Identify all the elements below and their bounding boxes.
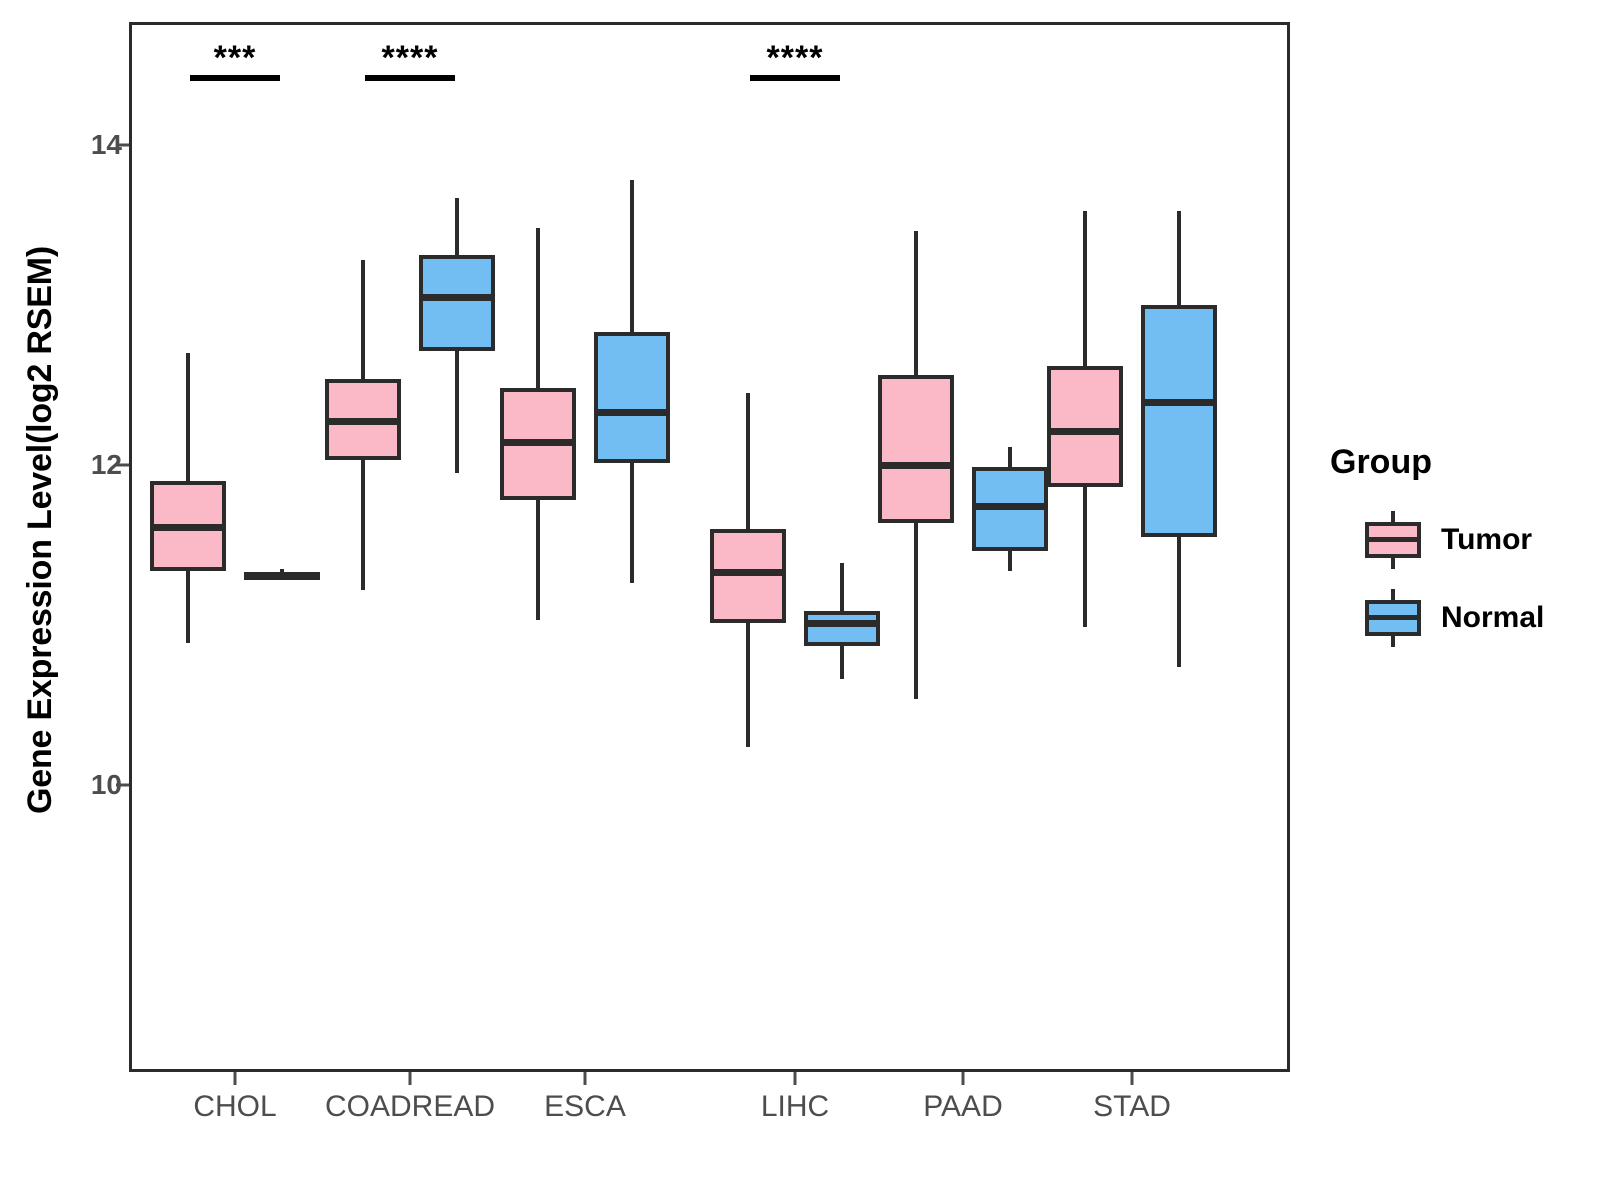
boxplot-median-line: [500, 439, 576, 447]
boxplot-box: [419, 255, 495, 352]
boxplot-box: [878, 375, 954, 523]
x-axis-tick-label: CHOL: [193, 1090, 277, 1123]
y-axis-tick-mark: [116, 463, 129, 467]
x-axis-tick-mark: [1130, 1072, 1134, 1085]
y-axis-tick-label: 10: [90, 769, 122, 800]
boxplot-median-line: [419, 293, 495, 301]
x-axis-tick-label: LIHC: [760, 1090, 830, 1123]
boxplot-median-line: [1141, 399, 1217, 407]
boxplot-median-line: [325, 418, 401, 426]
y-axis-tick-label: 14: [90, 129, 122, 160]
plot-panel: [129, 22, 1290, 1072]
boxplot-median-line: [972, 503, 1048, 511]
legend-key-whisker: [1391, 557, 1395, 569]
boxplot-box: [1141, 305, 1217, 537]
significance-bracket: [365, 74, 455, 81]
legend-key-median-line: [1365, 537, 1421, 542]
boxplot-box: [1047, 365, 1123, 488]
y-axis-title: Gene Expression Level(log2 RSEM): [20, 246, 59, 814]
boxplot-median-line: [710, 568, 786, 576]
y-axis-tick-mark: [116, 783, 129, 787]
x-axis-tick-mark: [583, 1072, 587, 1085]
y-axis-tick-mark: [116, 143, 129, 147]
x-axis-tick-mark: [793, 1072, 797, 1085]
x-axis-tick-label: ESCA: [544, 1090, 626, 1123]
boxplot-median-line: [804, 619, 880, 627]
significance-bracket: [750, 74, 840, 81]
legend-key-whisker: [1391, 511, 1395, 523]
legend-label-normal: Normal: [1441, 601, 1545, 634]
significance-label: ****: [766, 38, 824, 77]
legend-key-whisker: [1391, 635, 1395, 647]
x-axis-tick-mark: [408, 1072, 412, 1085]
boxplot-median-line: [594, 408, 670, 416]
legend-label-tumor: Tumor: [1441, 523, 1533, 556]
x-axis-tick-label: STAD: [1093, 1090, 1171, 1123]
x-axis-tick-label: PAAD: [923, 1090, 1003, 1123]
y-axis-tick-label: 12: [90, 449, 122, 480]
significance-label: ***: [213, 38, 257, 77]
significance-bracket: [190, 74, 280, 81]
significance-label: ****: [381, 38, 439, 77]
boxplot-box: [710, 529, 786, 624]
legend-title: Group: [1330, 443, 1432, 481]
boxplot-median-line: [244, 571, 320, 579]
x-axis-tick-mark: [961, 1072, 965, 1085]
x-axis-tick-label: COADREAD: [324, 1090, 496, 1123]
legend-key-median-line: [1365, 615, 1421, 620]
legend-key-whisker: [1391, 589, 1395, 601]
boxplot-median-line: [150, 523, 226, 531]
boxplot-box: [804, 610, 880, 646]
x-axis-tick-mark: [233, 1072, 237, 1085]
boxplot-median-line: [878, 461, 954, 469]
boxplot-box: [594, 332, 670, 464]
boxplot-median-line: [1047, 427, 1123, 435]
